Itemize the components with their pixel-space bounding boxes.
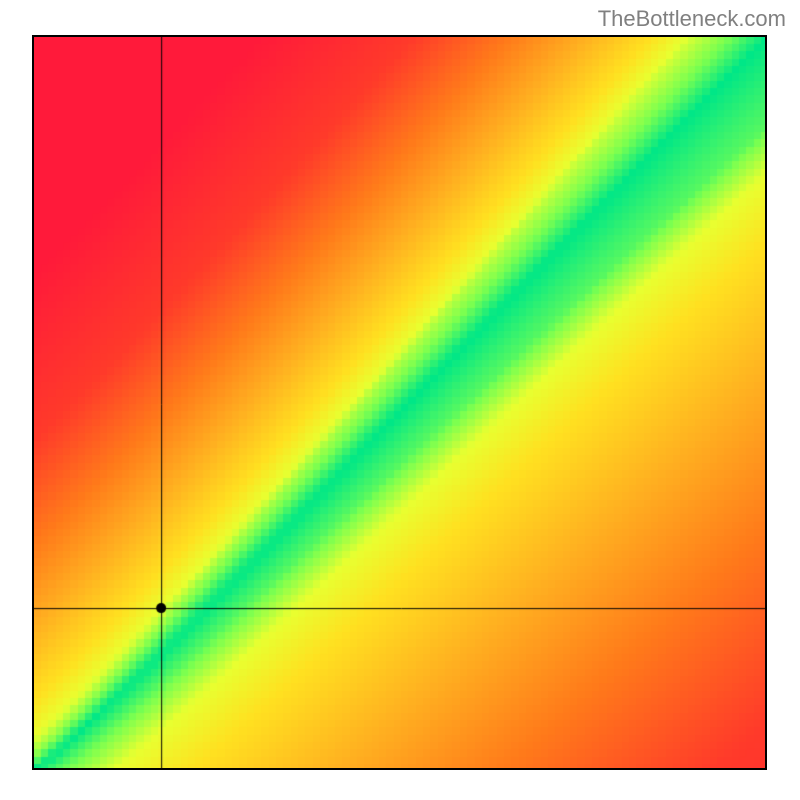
chart-container: TheBottleneck.com <box>0 0 800 800</box>
plot-frame <box>32 35 767 770</box>
watermark-text: TheBottleneck.com <box>598 6 786 32</box>
heatmap-canvas <box>34 37 767 770</box>
